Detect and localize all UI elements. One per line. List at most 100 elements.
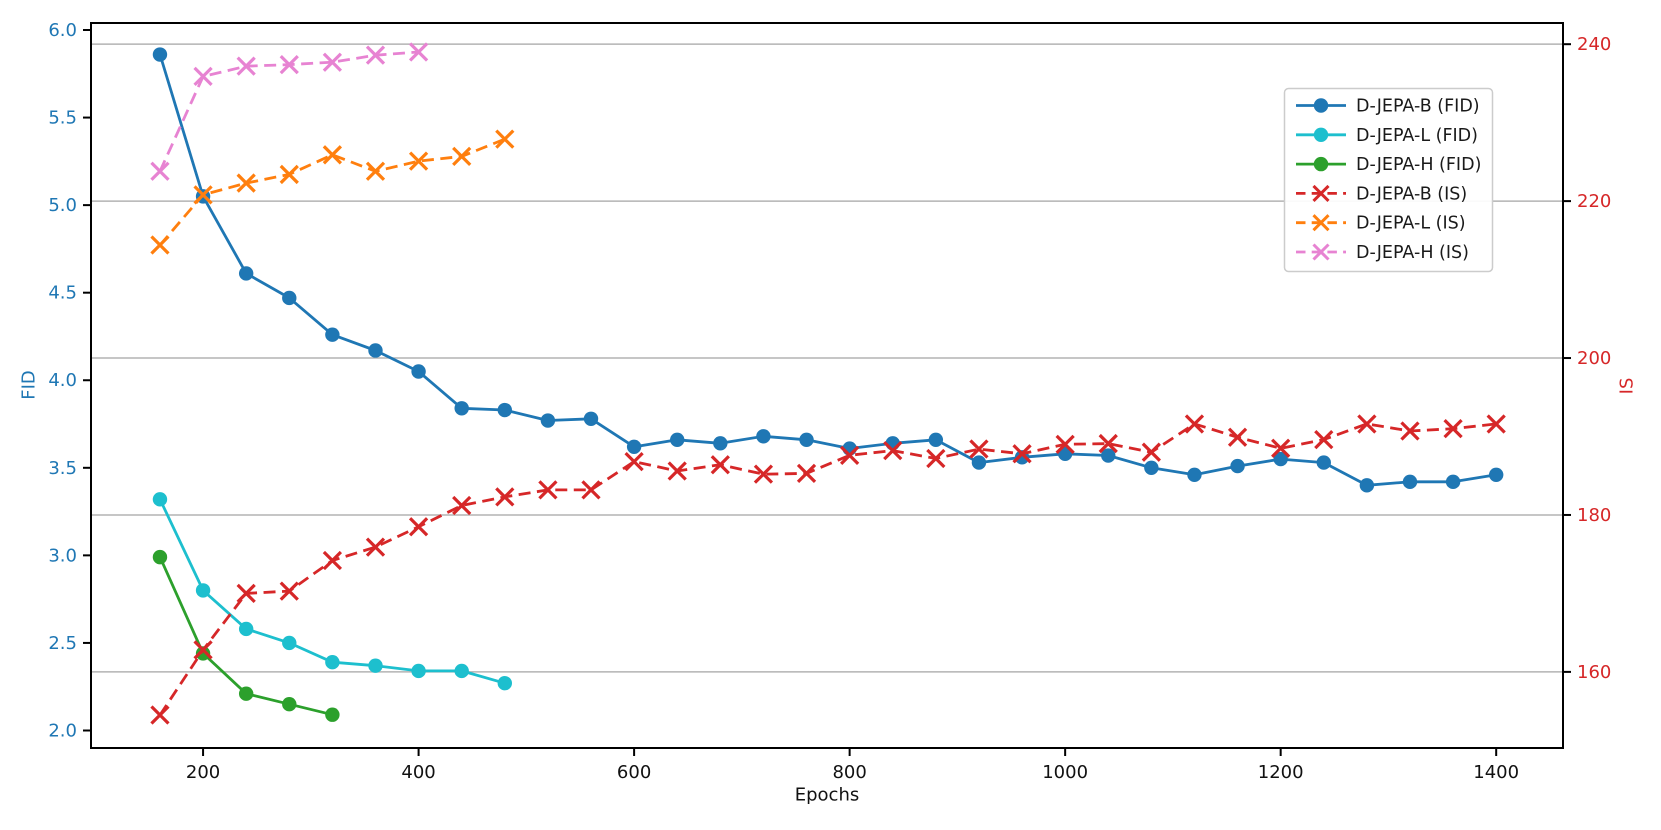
series-d-jepa-h-fid <box>152 549 340 722</box>
left-tick-label: 6.0 <box>48 20 77 41</box>
series-d-jepa-b-is <box>150 414 1506 725</box>
data-point-marker <box>325 327 340 342</box>
right-tick-label: 220 <box>1577 191 1611 212</box>
data-point-marker <box>1187 467 1202 483</box>
data-point-marker <box>238 621 254 637</box>
data-point-marker <box>325 707 340 722</box>
data-point-marker <box>497 402 512 418</box>
right-tick-label: 180 <box>1577 505 1611 526</box>
data-point-marker <box>195 646 211 661</box>
data-point-marker <box>540 413 556 428</box>
data-point-marker <box>1314 430 1334 450</box>
legend-entry-d-jepa-h-fid: D-JEPA-H (FID) <box>1296 155 1481 175</box>
data-point-marker <box>1098 433 1118 454</box>
data-point-marker <box>971 455 987 470</box>
left-y-axis-label: FID <box>18 370 40 400</box>
data-point-marker <box>1402 474 1418 490</box>
data-point-marker <box>538 480 558 500</box>
legend-entry-d-jepa-b-is: D-JEPA-B (IS) <box>1296 184 1467 204</box>
right-tick-label: 200 <box>1577 348 1611 369</box>
data-point-marker <box>667 461 687 481</box>
right-axis-ticks: 160 180 200 220 240 <box>1563 34 1611 683</box>
data-point-marker <box>928 432 944 447</box>
legend-marker <box>1313 156 1329 172</box>
x-tick-label: 600 <box>617 762 651 783</box>
data-point-marker <box>322 52 343 72</box>
series-d-jepa-b-fid <box>152 47 1504 493</box>
legend-entry-d-jepa-l-is: D-JEPA-L (IS) <box>1296 214 1466 234</box>
legend-label: D-JEPA-H (FID) <box>1356 155 1481 175</box>
data-point-marker <box>150 161 170 181</box>
data-point-marker <box>368 658 383 673</box>
legend-marker <box>1313 98 1329 113</box>
data-point-marker <box>670 432 685 447</box>
data-point-marker <box>408 151 429 171</box>
data-point-marker <box>883 440 903 461</box>
data-point-marker <box>195 583 211 598</box>
data-point-marker <box>1141 442 1161 462</box>
data-point-marker <box>796 463 817 484</box>
x-tick-label: 1000 <box>1042 762 1088 783</box>
data-point-marker <box>756 429 771 444</box>
data-point-marker <box>150 235 170 255</box>
data-point-marker <box>368 343 383 358</box>
data-point-marker <box>282 635 297 651</box>
data-point-marker <box>753 464 774 484</box>
legend-entry-d-jepa-b-fid: D-JEPA-B (FID) <box>1296 97 1480 117</box>
legend-marker <box>1312 214 1330 232</box>
data-point-marker <box>1445 474 1461 490</box>
data-point-marker <box>279 54 299 75</box>
data-point-marker <box>710 455 730 475</box>
x-axis-ticks: 200 400 600 800 1000 1200 1400 <box>186 748 1519 783</box>
data-point-marker <box>236 173 256 193</box>
x-tick-label: 800 <box>832 762 866 783</box>
data-point-marker <box>624 451 644 472</box>
left-axis-ticks: 2.0 2.5 3.0 3.5 4.0 4.5 5.0 5.5 6.0 <box>48 20 91 741</box>
data-point-marker <box>238 266 254 281</box>
data-point-marker <box>885 436 900 451</box>
data-point-marker <box>454 663 469 679</box>
data-point-marker <box>581 480 601 500</box>
legend-label: D-JEPA-B (FID) <box>1356 97 1480 117</box>
legend-marker <box>1313 127 1329 142</box>
data-point-marker <box>583 411 599 426</box>
data-point-marker <box>282 697 297 712</box>
plot-border <box>90 22 1564 749</box>
data-point-marker <box>193 640 213 660</box>
x-axis-label: Epochs <box>794 784 860 806</box>
data-point-marker <box>408 42 429 62</box>
data-point-marker <box>411 663 426 679</box>
data-point-marker <box>1357 414 1377 434</box>
legend-label: D-JEPA-H (IS) <box>1356 243 1469 263</box>
data-point-marker <box>1055 434 1075 454</box>
data-point-marker <box>365 45 386 65</box>
data-point-marker <box>1316 455 1331 470</box>
data-point-marker <box>279 164 299 185</box>
data-point-marker <box>1486 414 1506 434</box>
data-point-marker <box>1184 414 1205 434</box>
data-point-marker <box>626 439 642 454</box>
data-point-marker <box>322 550 343 571</box>
right-tick-label: 240 <box>1577 34 1611 55</box>
data-point-marker <box>1400 421 1420 441</box>
left-tick-label: 4.0 <box>48 370 77 391</box>
legend-entry-d-jepa-l-fid: D-JEPA-L (FID) <box>1296 126 1478 146</box>
data-point-marker <box>282 290 297 306</box>
data-point-marker <box>1012 444 1032 464</box>
data-point-marker <box>452 146 472 167</box>
data-point-marker <box>236 56 256 76</box>
data-point-marker <box>497 676 512 691</box>
left-tick-label: 2.5 <box>48 633 77 654</box>
data-point-marker <box>152 492 168 507</box>
x-tick-label: 1200 <box>1258 762 1304 783</box>
data-point-marker <box>238 686 254 701</box>
data-point-marker <box>799 432 814 447</box>
legend-label: D-JEPA-L (FID) <box>1356 126 1478 146</box>
left-tick-label: 3.5 <box>48 458 77 479</box>
data-point-marker <box>325 654 340 670</box>
data-point-marker <box>408 517 429 537</box>
data-point-marker <box>839 445 860 465</box>
series-line <box>158 422 1497 716</box>
